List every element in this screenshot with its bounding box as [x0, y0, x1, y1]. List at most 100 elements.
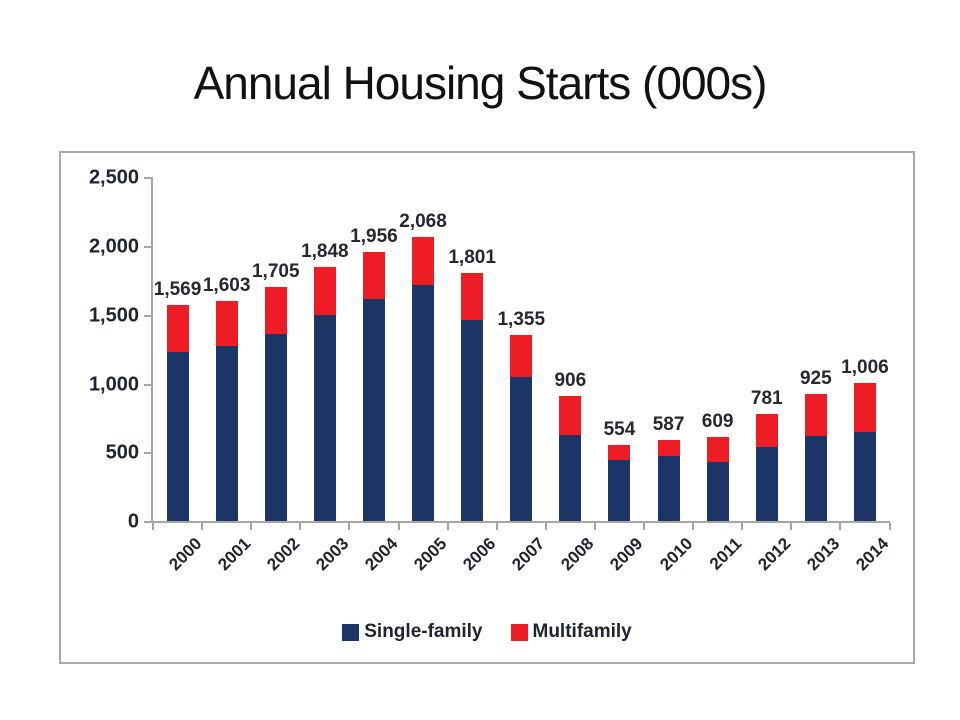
bar-segment-multifamily-2002: [264, 286, 287, 335]
bar-segment-multifamily-2000: [166, 305, 189, 352]
y-tick-label: 1,000: [88, 373, 139, 395]
y-axis-tick: [144, 314, 151, 317]
x-tick-label-2009: 2009: [606, 534, 647, 575]
legend-item-single-family: Single-family: [342, 621, 483, 643]
x-axis-tick: [397, 523, 400, 530]
x-axis-tick: [643, 523, 645, 530]
x-axis-tick: [839, 523, 842, 530]
x-tick-label-2001: 2001: [213, 534, 255, 575]
y-axis-tick: [144, 521, 151, 523]
bar-segment-single-family-2014: [853, 431, 876, 521]
x-tick-label-2010: 2010: [655, 534, 696, 575]
bar-segment-single-family-2005: [412, 285, 435, 521]
legend-label-multifamily: Multifamily: [532, 621, 632, 642]
bar-segment-multifamily-2014: [853, 382, 876, 432]
data-label-2011: 609: [701, 411, 734, 433]
bar-segment-single-family-2012: [755, 447, 778, 521]
x-axis-tick: [299, 523, 302, 530]
bar-segment-single-family-2007: [510, 377, 533, 521]
x-tick-label-2008: 2008: [557, 534, 598, 575]
bar-segment-single-family-2013: [804, 436, 827, 521]
y-axis-tick: [144, 177, 151, 180]
x-tick-label-2006: 2006: [459, 534, 500, 575]
x-tick-label-2011: 2011: [705, 534, 746, 574]
x-axis-tick: [544, 523, 547, 530]
y-axis-tick: [144, 246, 151, 248]
data-label-2000: 1,569: [153, 279, 202, 301]
data-label-2007: 1,355: [497, 308, 546, 330]
data-label-2002: 1,705: [251, 260, 300, 282]
x-axis-tick: [250, 523, 253, 530]
bar-segment-single-family-2000: [166, 351, 189, 521]
y-tick-label: 2,500: [88, 166, 139, 189]
bar-segment-multifamily-2001: [215, 300, 238, 346]
x-axis-tick: [446, 523, 449, 530]
bar-segment-single-family-2004: [362, 299, 385, 521]
x-tick-label-2002: 2002: [263, 534, 304, 575]
x-axis-tick: [593, 523, 596, 530]
data-label-2012: 781: [750, 387, 783, 409]
data-label-2005: 2,068: [399, 210, 447, 232]
x-axis-tick: [741, 523, 744, 530]
y-tick-label: 1,500: [88, 304, 139, 327]
data-label-2001: 1,603: [202, 274, 251, 296]
x-axis-tick: [790, 523, 793, 530]
bar-segment-single-family-2008: [559, 435, 582, 521]
bar-segment-multifamily-2009: [608, 444, 631, 460]
x-tick-label-2003: 2003: [312, 534, 353, 575]
x-tick-label-2000: 2000: [164, 534, 205, 575]
data-label-2009: 554: [603, 418, 636, 440]
bar-segment-multifamily-2003: [313, 266, 336, 315]
bar-segment-multifamily-2013: [804, 393, 827, 437]
x-tick-label-2007: 2007: [508, 534, 549, 575]
bar-segment-single-family-2010: [657, 456, 680, 521]
x-tick-label-2005: 2005: [410, 534, 451, 575]
y-axis-line: [151, 177, 153, 523]
x-tick-label-2014: 2014: [852, 534, 893, 575]
legend: Single-family Multifamily: [61, 621, 913, 643]
x-tick-label-2012: 2012: [754, 534, 795, 575]
data-label-2006: 1,801: [448, 247, 496, 269]
x-axis-tick: [201, 523, 204, 530]
legend-label-single-family: Single-family: [364, 621, 483, 642]
x-axis-tick: [152, 523, 154, 530]
data-label-2014: 1,006: [841, 356, 889, 378]
bar-segment-multifamily-2005: [412, 236, 435, 286]
single-family-swatch-icon: [342, 623, 360, 641]
bar-segment-multifamily-2010: [657, 440, 680, 457]
multifamily-swatch-icon: [510, 623, 528, 641]
y-tick-label: 2,000: [88, 235, 139, 258]
bar-segment-multifamily-2008: [559, 396, 582, 436]
bar-segment-multifamily-2004: [362, 252, 385, 300]
data-label-2008: 906: [554, 370, 587, 392]
x-axis-tick: [692, 523, 695, 530]
chart-frame: 0 500 1,000 1,500 2,000 2,500 1,569 2000 1,603 20…: [59, 151, 915, 664]
data-label-2004: 1,956: [350, 226, 398, 248]
data-label-2003: 1,848: [301, 240, 349, 262]
data-label-2010: 587: [652, 414, 685, 436]
bar-segment-multifamily-2012: [755, 413, 778, 448]
bar-segment-single-family-2011: [706, 461, 729, 521]
bar-segment-single-family-2006: [461, 319, 484, 521]
bar-segment-single-family-2003: [313, 314, 336, 521]
bar-segment-multifamily-2007: [510, 334, 533, 378]
x-axis-line: [153, 521, 890, 523]
bar-segment-single-family-2001: [215, 345, 238, 521]
x-axis-tick: [888, 523, 891, 530]
bar-segment-multifamily-2006: [461, 273, 484, 320]
x-axis-tick: [348, 523, 351, 530]
y-tick-label: 500: [105, 441, 139, 464]
bar-segment-multifamily-2011: [706, 437, 729, 462]
bar-segment-single-family-2009: [608, 459, 631, 521]
y-axis-tick: [144, 452, 151, 455]
chart-title: Annual Housing Starts (000s): [193, 57, 768, 109]
data-label-2013: 925: [799, 367, 832, 389]
x-tick-label-2004: 2004: [361, 534, 402, 575]
x-axis-tick: [495, 523, 498, 530]
x-tick-label-2013: 2013: [803, 534, 844, 575]
y-axis-tick: [144, 383, 151, 386]
y-tick-label: 0: [127, 510, 139, 533]
legend-item-multifamily: Multifamily: [510, 621, 632, 643]
bar-segment-single-family-2002: [264, 334, 287, 521]
